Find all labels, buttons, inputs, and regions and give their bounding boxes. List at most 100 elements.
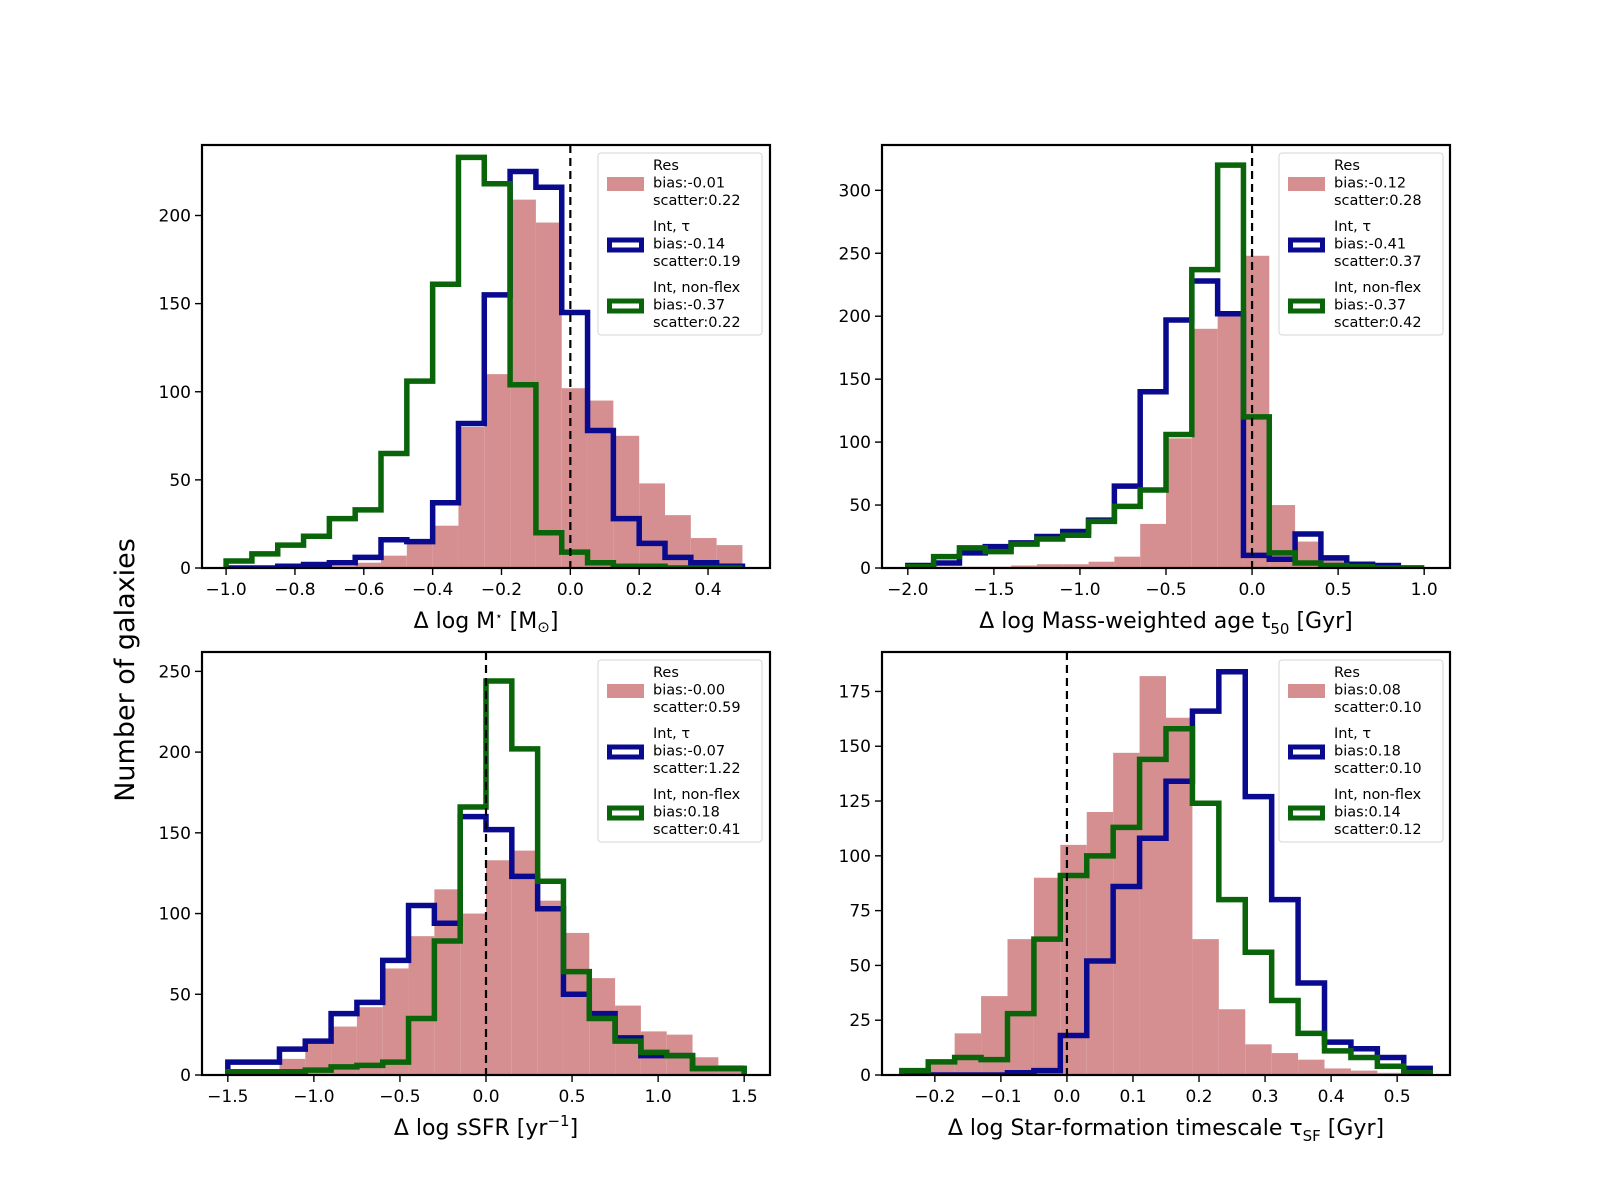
res-bar: [406, 543, 433, 568]
y-tick-label: 175: [839, 682, 871, 702]
legend-bias: bias:-0.37: [653, 298, 725, 314]
panel-age: −2.0 −1.5 −1.0 −0.5 0.0 0.5 1.0 0 50 100 150 200 250…: [839, 143, 1452, 638]
legend-box: [597, 659, 763, 843]
legend-bias: bias:0.18: [1334, 744, 1401, 760]
x-tick-label: −0.5: [379, 1087, 420, 1107]
y-tick-label: 0: [180, 559, 191, 579]
x-tick-label: 0.0: [1053, 1087, 1080, 1107]
res-bar: [1192, 939, 1219, 1075]
x-tick-label: −1.5: [207, 1087, 248, 1107]
x-tick-label: −1.0: [293, 1087, 334, 1107]
x-tick-label: 1.5: [731, 1087, 758, 1107]
legend-bias: bias:-0.41: [1334, 237, 1406, 253]
legend-handle-res: [607, 684, 644, 698]
x-tick-label: −1.0: [205, 580, 246, 600]
panel-tau: −0.2 −0.1 0.0 0.1 0.2 0.3 0.4 0.5 0 25 50 75 100 125 1…: [839, 650, 1452, 1145]
res-bar: [1350, 1070, 1378, 1075]
res-bar: [381, 555, 407, 568]
x-tick-label: 0.3: [1252, 1087, 1279, 1107]
y-tick-label: 100: [159, 383, 191, 403]
res-bar: [1166, 717, 1193, 1075]
x-tick-label: −0.2: [914, 1087, 955, 1107]
legend-handle-res: [1288, 684, 1325, 698]
y-tick-label: 0: [860, 1066, 871, 1086]
legend-name: Res: [1334, 158, 1360, 174]
x-tick-label: 0.2: [1185, 1087, 1212, 1107]
res-bar: [486, 860, 512, 1075]
x-tick-label: −0.6: [343, 580, 384, 600]
y-tick-label: 0: [860, 559, 871, 579]
res-bar: [355, 562, 382, 568]
res-bar: [1271, 1053, 1299, 1075]
res-bar: [1007, 939, 1034, 1075]
y-tick-label: 100: [839, 433, 871, 453]
legend-box: [597, 152, 763, 336]
x-tick-label: −0.5: [1145, 580, 1186, 600]
y-tick-label: 100: [839, 847, 871, 867]
res-bar: [1243, 255, 1270, 568]
x-tick-label: −2.0: [887, 580, 928, 600]
res-bar: [1217, 316, 1244, 568]
int-nonflex-step-line: [223, 154, 743, 568]
x-axis-title-mstar: Δ log M⋆ [M⊙]: [414, 609, 559, 636]
y-tick-label: 50: [169, 985, 191, 1005]
legend-handle-int-nonflex: [607, 298, 644, 314]
res-bar: [535, 222, 562, 568]
res-bar: [1011, 565, 1037, 568]
legend-scatter: scatter:0.10: [1334, 700, 1422, 716]
res-bar: [432, 525, 459, 568]
res-bar: [484, 374, 511, 568]
y-tick-label: 50: [849, 956, 871, 976]
x-tick-label: 0.5: [1384, 1087, 1411, 1107]
legend-scatter: scatter:1.22: [653, 761, 741, 777]
y-tick-label: 150: [159, 295, 191, 315]
x-axis-title-age: Δ log Mass-weighted age t50 [Gyr]: [979, 609, 1353, 638]
x-tick-label: −1.5: [973, 580, 1014, 600]
plot-area-ssfr: [225, 652, 747, 1075]
plot-area-age: [905, 145, 1425, 568]
res-bar: [1218, 1009, 1246, 1075]
y-tick-label: 25: [849, 1011, 871, 1031]
x-tick-label: 1.0: [1411, 580, 1438, 600]
legend-bias: bias:0.14: [1334, 805, 1401, 821]
x-tick-label: 0.4: [1318, 1087, 1345, 1107]
legend-scatter: scatter:0.19: [653, 254, 741, 270]
legend-bias: bias:0.18: [653, 805, 720, 821]
y-tick-label: 125: [839, 792, 871, 812]
legend-name: Int, τ: [1334, 726, 1371, 742]
x-tick-label: 0.0: [1239, 580, 1266, 600]
y-tick-label: 200: [159, 743, 191, 763]
legend-handle-int-tau: [1288, 744, 1325, 760]
x-tick-label: −1.0: [1059, 580, 1100, 600]
legend-scatter: scatter:0.37: [1334, 254, 1422, 270]
res-bar: [1113, 752, 1140, 1075]
legend-scatter: scatter:0.22: [653, 315, 741, 331]
x-tick-label: −0.1: [980, 1087, 1021, 1107]
y-tick-label: 0: [180, 1066, 191, 1086]
x-tick-label: 0.5: [559, 1087, 586, 1107]
legend-name: Int, τ: [653, 219, 690, 235]
panel-mstar: −1.0 −0.8 −0.6 −0.4 −0.2 0.0 0.2 0.4 0 50 100 150 20…: [159, 143, 772, 636]
res-bar: [1140, 523, 1166, 568]
legend-name: Int, non-flex: [1334, 787, 1422, 803]
legend-bias: bias:-0.00: [653, 683, 725, 699]
x-tick-label: 0.0: [472, 1087, 499, 1107]
y-tick-label: 300: [839, 181, 871, 201]
y-tick-label: 75: [849, 902, 871, 922]
legend-name: Int, τ: [1334, 219, 1371, 235]
legend-handle-int-nonflex: [1288, 298, 1325, 314]
legend-handle-int-nonflex: [1288, 805, 1325, 821]
res-bar: [1060, 844, 1087, 1075]
res-bar: [716, 545, 743, 568]
y-tick-label: 150: [839, 737, 871, 757]
x-tick-label: 1.0: [645, 1087, 672, 1107]
y-tick-label: 150: [839, 370, 871, 390]
legend-handle-res: [607, 177, 644, 191]
legend-handle-int-tau: [607, 237, 644, 253]
y-tick-label: 50: [169, 471, 191, 491]
axes-frame: [880, 650, 1452, 1077]
legend-scatter: scatter:0.22: [653, 193, 741, 209]
res-bar: [1086, 811, 1114, 1075]
